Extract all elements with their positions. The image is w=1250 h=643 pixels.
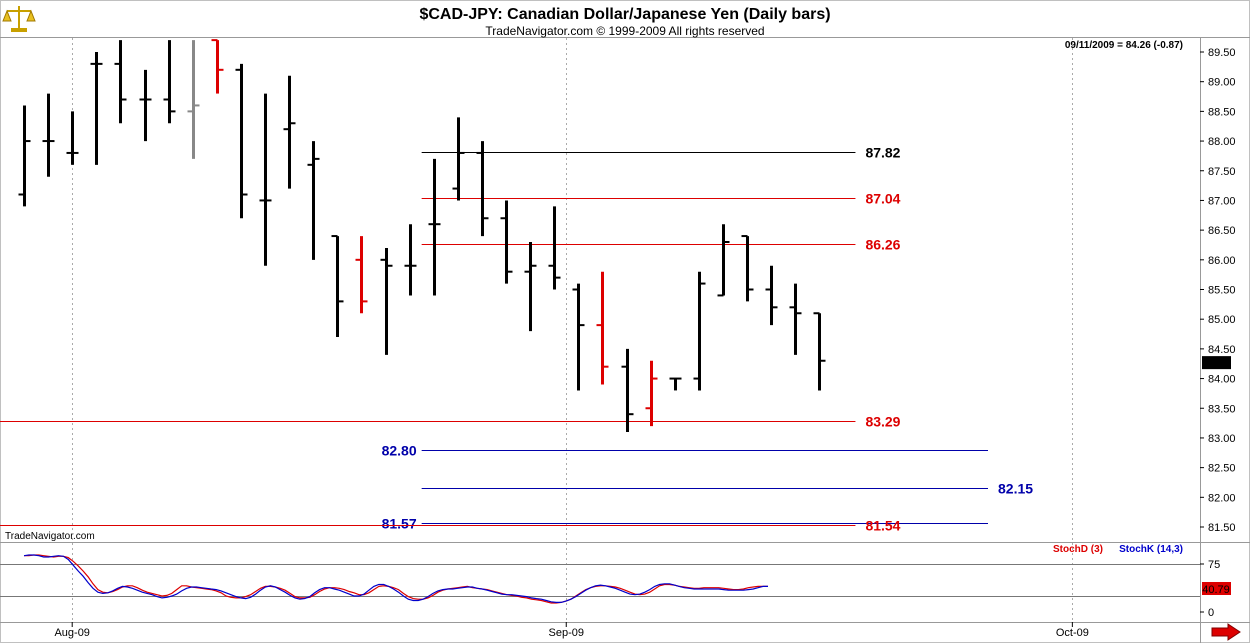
time-axis: Aug-09 Sep-09 Oct-09 <box>54 622 1089 639</box>
price-bar-11 <box>283 75 296 189</box>
price-bar-5 <box>139 69 152 142</box>
time-tick-label-0: Aug-09 <box>54 627 89 639</box>
price-bar-8 <box>211 39 224 94</box>
price-bar-31 <box>765 265 778 326</box>
price-bar-22 <box>548 206 561 290</box>
price-tick-label-12: 83.50 <box>1208 403 1236 415</box>
price-bar-29 <box>717 224 730 297</box>
stoch-series-1 <box>23 554 768 604</box>
price-bar-6 <box>163 40 176 124</box>
price-tick-label-4: 87.50 <box>1208 166 1236 178</box>
price-tick-label-15: 82.00 <box>1208 492 1236 504</box>
price-bar-27 <box>669 377 682 391</box>
price-bar-18 <box>452 117 465 201</box>
level-label-1: 87.04 <box>865 191 900 207</box>
price-tick-label-11: 84.00 <box>1208 374 1236 386</box>
legend-stochd: StochD (3) <box>1053 544 1103 555</box>
stoch-tick-label-0: 75 <box>1208 559 1220 571</box>
watermark-text: TradeNavigator.com <box>5 531 95 542</box>
price-bar-10 <box>259 93 272 266</box>
chart-title: $CAD-JPY: Canadian Dollar/Japanese Yen (… <box>419 6 830 23</box>
price-tick-label-7: 86.00 <box>1208 255 1236 267</box>
stoch-tick-label-1: 0 <box>1208 607 1214 619</box>
price-bar-9 <box>235 63 248 219</box>
price-bar-28 <box>693 271 706 391</box>
scales-logo-icon <box>2 6 36 32</box>
price-bar-16 <box>404 224 417 296</box>
price-bar-17 <box>428 158 441 296</box>
stoch-last-label: 40.79 <box>1202 584 1230 596</box>
level-label-2: 86.26 <box>865 237 900 253</box>
price-bar-12 <box>307 141 320 260</box>
price-tick-label-6: 86.50 <box>1208 225 1236 237</box>
price-tick-label-3: 88.00 <box>1208 136 1236 148</box>
price-bar-24 <box>596 271 609 385</box>
price-bar-19 <box>476 141 489 237</box>
stoch-series-0 <box>24 554 768 604</box>
price-bar-32 <box>789 283 802 355</box>
stoch-axis: 75 0 <box>0 559 1220 619</box>
price-bar-21 <box>524 242 537 332</box>
price-bar-23 <box>572 283 585 391</box>
red-arrow-right-icon[interactable] <box>1211 623 1241 641</box>
level-label-4: 82.80 <box>382 443 417 459</box>
price-bar-1 <box>42 93 55 177</box>
price-bars <box>18 39 826 432</box>
last-price-status: 09/11/2009 = 84.26 (-0.87) <box>1065 40 1183 51</box>
price-bar-2 <box>66 111 79 165</box>
level-label-5: 82.15 <box>998 481 1033 497</box>
vertical-gridlines <box>72 38 1073 622</box>
price-bar-26 <box>645 360 658 427</box>
price-bar-25 <box>621 348 634 432</box>
legend-stochk: StochK (14,3) <box>1119 544 1183 555</box>
price-tick-label-16: 81.50 <box>1208 522 1236 534</box>
level-label-7: 81.54 <box>865 518 900 534</box>
price-bar-4 <box>114 40 127 124</box>
fibonacci-levels: 87.82 87.04 86.26 83.29 82.80 82.15 81.57 81.54 <box>0 145 1033 534</box>
price-tick-label-13: 83.00 <box>1208 433 1236 445</box>
price-tick-label-1: 89.00 <box>1208 77 1236 89</box>
price-tick-label-5: 87.00 <box>1208 195 1236 207</box>
level-label-0: 87.82 <box>865 145 900 161</box>
price-tick-label-8: 85.50 <box>1208 285 1236 297</box>
price-tick-label-9: 85.00 <box>1208 314 1236 326</box>
price-bar-3 <box>90 52 103 165</box>
stoch-last-marker: 40.79 <box>1202 582 1231 596</box>
price-tick-label-2: 88.50 <box>1208 106 1236 118</box>
last-price-marker: 84.26 <box>1202 356 1231 370</box>
stoch-lines <box>23 554 768 604</box>
price-bar-7 <box>187 40 200 159</box>
price-bar-15 <box>380 247 393 355</box>
copyright-text: TradeNavigator.com © 1999-2009 All right… <box>485 24 764 38</box>
level-label-6: 81.57 <box>382 516 417 532</box>
time-tick-label-2: Oct-09 <box>1056 627 1089 639</box>
price-bar-13 <box>331 235 344 337</box>
price-tick-label-10: 84.50 <box>1208 344 1236 356</box>
price-tick-label-0: 89.50 <box>1208 47 1236 59</box>
price-bar-30 <box>741 235 754 302</box>
price-bar-0 <box>18 105 31 207</box>
level-label-3: 83.29 <box>865 414 900 430</box>
price-bar-20 <box>500 200 513 284</box>
price-axis: 89.50 89.00 88.50 88.00 87.50 87.00 86.50 86.00… <box>1200 47 1236 534</box>
price-tick-label-14: 82.50 <box>1208 463 1236 475</box>
price-bar-33 <box>813 312 826 391</box>
time-tick-label-1: Sep-09 <box>549 627 584 639</box>
last-price-label: 84.26 <box>1202 358 1230 370</box>
price-bar-14 <box>355 236 368 314</box>
